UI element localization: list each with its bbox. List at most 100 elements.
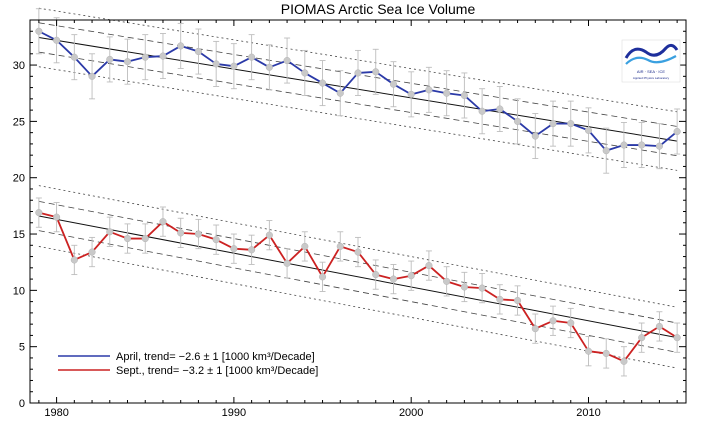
data-point-sept xyxy=(549,317,557,325)
logo-text: AIR · SEA · ICE xyxy=(637,69,666,74)
data-point-april xyxy=(212,60,220,68)
data-point-april xyxy=(230,62,238,70)
data-point-april xyxy=(389,80,398,88)
x-tick-label: 2010 xyxy=(576,407,600,419)
data-point-sept xyxy=(514,296,522,305)
trend-band-sept xyxy=(38,185,678,308)
data-point-april xyxy=(141,53,149,61)
data-point-april xyxy=(88,72,96,80)
data-point-sept xyxy=(478,284,486,292)
data-point-sept xyxy=(265,231,273,239)
data-point-april xyxy=(70,53,78,61)
x-tick-label: 2000 xyxy=(399,407,423,419)
logo-wave-icon-2 xyxy=(625,55,677,65)
data-point-sept xyxy=(194,230,202,238)
y-tick-label: 5 xyxy=(19,342,25,354)
data-point-april xyxy=(354,69,362,77)
data-point-sept xyxy=(407,272,415,280)
data-point-sept xyxy=(212,236,220,244)
data-point-sept xyxy=(389,275,398,283)
data-point-april xyxy=(318,79,327,87)
error-bars-layer xyxy=(35,8,681,377)
data-point-april xyxy=(301,69,309,77)
data-point-april xyxy=(602,147,610,155)
data-point-april xyxy=(638,141,646,149)
data-point-april xyxy=(53,36,61,44)
axes-layer: 1980 1990 2000 2010 0 5 10 15 20 25 30 xyxy=(13,19,686,419)
y-tick-label: 30 xyxy=(13,60,25,72)
data-point-april xyxy=(514,117,522,125)
series-line-sept xyxy=(38,211,678,363)
data-point-april xyxy=(177,42,185,50)
data-point-sept xyxy=(443,277,451,285)
data-point-sept xyxy=(53,213,61,221)
data-point-april xyxy=(407,90,415,98)
data-point-sept xyxy=(602,349,610,357)
data-point-sept xyxy=(35,209,43,217)
y-tick-label: 0 xyxy=(19,398,25,410)
data-point-april xyxy=(194,47,202,56)
data-point-sept xyxy=(354,248,362,256)
data-point-sept xyxy=(177,229,185,237)
data-point-april xyxy=(425,86,433,94)
data-point-sept xyxy=(123,234,132,243)
data-point-sept xyxy=(159,218,167,226)
data-point-april xyxy=(283,57,291,65)
data-point-april xyxy=(265,63,273,71)
data-point-sept xyxy=(584,347,593,355)
data-point-sept xyxy=(336,242,344,250)
data-point-sept xyxy=(425,262,433,270)
data-point-april xyxy=(549,120,557,128)
y-tick-label: 20 xyxy=(13,173,25,185)
data-point-sept xyxy=(283,259,291,267)
data-point-sept xyxy=(70,256,78,264)
data-point-april xyxy=(673,127,681,136)
data-point-sept xyxy=(372,271,380,279)
data-point-april xyxy=(35,27,43,35)
data-point-april xyxy=(248,53,256,61)
legend-label-sept: Sept., trend= −3.2 ± 1 [1000 km³/Decade] xyxy=(116,365,318,377)
trend-band-april xyxy=(38,51,678,157)
y-tick-label: 15 xyxy=(13,229,25,241)
data-point-april xyxy=(159,52,167,60)
y-tick-label: 10 xyxy=(13,285,25,297)
trend-line-sept xyxy=(38,215,678,339)
data-point-april xyxy=(531,132,539,140)
logo-subtext: Applied Physics Laboratory xyxy=(633,76,670,80)
logo-wave-icon xyxy=(624,43,679,59)
data-point-april xyxy=(460,91,468,100)
data-point-sept xyxy=(88,248,96,256)
x-tick-label: 1980 xyxy=(44,407,68,419)
data-point-sept xyxy=(531,325,539,333)
legend-label-april: April, trend= −2.6 ± 1 [1000 km³/Decade] xyxy=(116,351,315,363)
data-point-sept xyxy=(248,246,256,254)
data-point-april xyxy=(584,126,593,134)
data-point-april xyxy=(496,105,504,113)
data-point-april xyxy=(655,142,663,150)
data-point-sept xyxy=(106,228,114,236)
data-point-april xyxy=(123,58,132,66)
data-point-april xyxy=(372,68,380,76)
chart-title: PIOMAS Arctic Sea Ice Volume xyxy=(281,1,476,17)
y-tick-label: 25 xyxy=(13,116,25,128)
data-point-sept xyxy=(230,245,238,253)
data-point-april xyxy=(567,120,575,128)
data-point-sept xyxy=(620,357,628,365)
data-point-april xyxy=(106,55,114,63)
data-point-sept xyxy=(460,283,468,291)
data-point-april xyxy=(443,89,451,97)
data-point-april xyxy=(336,89,344,97)
data-point-april xyxy=(478,107,486,115)
trend-band-sept xyxy=(38,246,678,369)
x-tick-label: 1990 xyxy=(222,407,246,419)
legend: April, trend= −2.6 ± 1 [1000 km³/Decade]… xyxy=(58,351,318,377)
data-point-sept xyxy=(673,334,681,342)
data-point-sept xyxy=(496,295,504,303)
data-point-april xyxy=(620,141,628,149)
data-point-sept xyxy=(655,322,663,330)
data-point-sept xyxy=(318,273,327,281)
data-point-sept xyxy=(567,319,575,327)
air-sea-ice-logo: AIR · SEA · ICE Applied Physics Laborato… xyxy=(621,39,681,83)
